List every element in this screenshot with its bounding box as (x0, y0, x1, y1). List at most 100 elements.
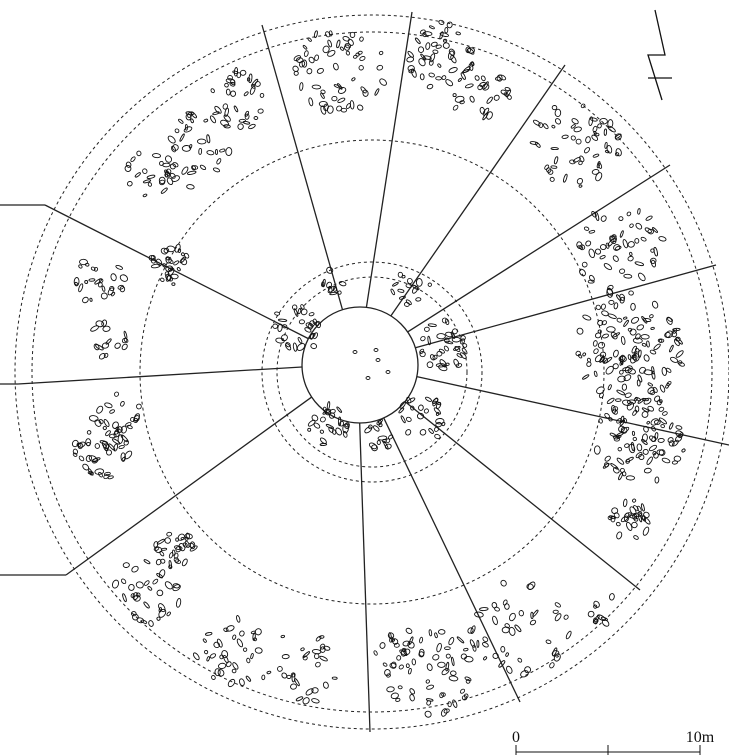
stone (616, 317, 623, 323)
stone (612, 349, 619, 358)
stone (414, 37, 421, 45)
stone (94, 419, 102, 427)
stone (624, 512, 632, 518)
sector-line (407, 164, 671, 333)
stone (349, 100, 355, 110)
stone (606, 145, 613, 154)
stone (610, 332, 618, 340)
stone (252, 632, 256, 641)
stone (622, 498, 628, 508)
stone (671, 439, 679, 447)
stone (123, 440, 129, 446)
stone (493, 94, 500, 101)
stone (303, 50, 309, 57)
stone (405, 663, 410, 669)
stone (553, 653, 561, 662)
stone (583, 147, 591, 154)
stone (645, 215, 653, 221)
stone (395, 697, 401, 702)
stone (438, 19, 445, 25)
stone (520, 670, 529, 678)
stone (136, 150, 142, 157)
stone (122, 562, 130, 568)
scale-start: 0 (512, 729, 520, 746)
stone (382, 662, 388, 667)
stone (545, 639, 552, 645)
stone (658, 417, 667, 425)
stone (213, 641, 220, 649)
stone (572, 157, 581, 163)
stone (632, 498, 637, 503)
stone (362, 89, 369, 97)
stone (205, 632, 213, 636)
stone (479, 607, 489, 612)
stone (351, 77, 356, 82)
stone (596, 614, 606, 621)
stone (504, 87, 511, 92)
stone (615, 398, 622, 402)
stone (649, 314, 654, 319)
stone (569, 159, 576, 165)
stone (156, 616, 161, 621)
inner-ring (261, 261, 483, 483)
stone (180, 258, 188, 266)
stone (647, 405, 655, 412)
stone (593, 445, 601, 455)
stone (405, 299, 412, 306)
stone (491, 601, 498, 609)
stone (534, 142, 541, 148)
stone (79, 258, 88, 266)
sector-line (17, 366, 303, 385)
stone (305, 688, 314, 696)
stone (390, 288, 396, 296)
stone (184, 536, 189, 541)
stone (609, 593, 615, 601)
stone (427, 282, 432, 287)
stone (319, 643, 326, 650)
stone (323, 103, 329, 112)
stone (115, 264, 124, 270)
stone (617, 375, 626, 383)
stone (183, 126, 193, 133)
sector-line (415, 264, 717, 349)
stone (604, 462, 609, 468)
stone (381, 438, 387, 443)
stone (508, 612, 516, 622)
stone (97, 282, 103, 288)
stone (76, 442, 82, 447)
stone (599, 244, 607, 251)
stone (133, 415, 140, 422)
stone (593, 132, 600, 137)
stone (120, 434, 129, 443)
stone (274, 311, 281, 316)
stone (576, 177, 583, 185)
stone (418, 648, 425, 657)
stone (307, 419, 316, 427)
stone (630, 354, 638, 364)
stone (435, 44, 442, 49)
stone (315, 635, 322, 642)
stone (102, 425, 107, 431)
stone (329, 291, 338, 296)
stone (579, 268, 586, 277)
stone (446, 21, 453, 29)
stone (408, 668, 412, 675)
stone (143, 559, 151, 565)
scale-end: 10m (686, 729, 715, 746)
stone (643, 397, 652, 405)
stone (561, 134, 569, 139)
stone (460, 72, 466, 80)
stone (447, 701, 452, 708)
stone (166, 611, 171, 617)
stone (125, 422, 132, 427)
stone (345, 50, 351, 56)
stone (337, 290, 342, 295)
stone (517, 657, 523, 663)
stone (529, 141, 538, 145)
stone (152, 578, 159, 585)
stone (206, 134, 211, 144)
stone (112, 421, 119, 429)
stone (552, 609, 559, 614)
stone (225, 147, 233, 157)
stone (320, 105, 327, 115)
